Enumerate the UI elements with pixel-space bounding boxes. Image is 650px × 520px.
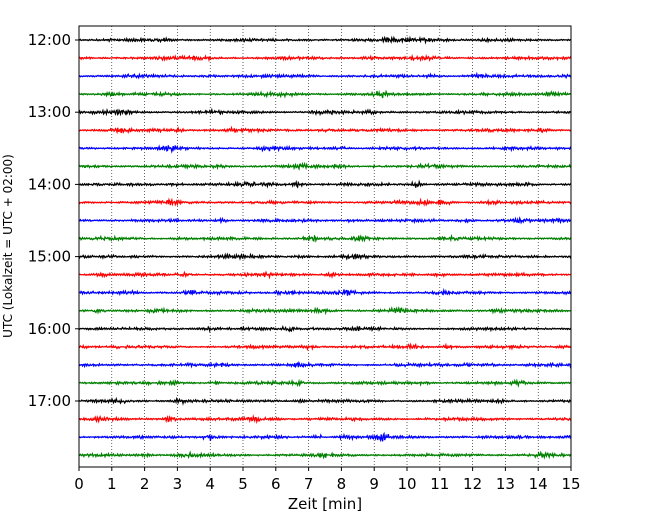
x-tick-label: 3 bbox=[173, 475, 183, 493]
trace-1200 bbox=[78, 35, 571, 45]
trace-1730 bbox=[78, 431, 572, 443]
x-axis-label: Zeit [min] bbox=[288, 495, 362, 513]
trace-1400 bbox=[78, 179, 572, 189]
trace-1230 bbox=[79, 71, 572, 80]
x-tick-label: 1 bbox=[107, 475, 117, 493]
trace-1215 bbox=[78, 53, 572, 63]
x-tick-label: 9 bbox=[369, 475, 379, 493]
x-tick-label: 4 bbox=[205, 475, 215, 493]
trace-1615 bbox=[78, 342, 572, 352]
y-axis-ticks: 12:00 13:00 14:00 15:00 16:00 17:00 bbox=[28, 31, 79, 410]
y-tick-label: 13:00 bbox=[28, 103, 71, 121]
trace-1430 bbox=[78, 216, 572, 225]
trace-1445 bbox=[78, 233, 572, 243]
trace-1745 bbox=[78, 450, 572, 460]
x-tick-label: 5 bbox=[238, 475, 248, 493]
trace-1600 bbox=[78, 324, 572, 334]
trace-1700 bbox=[78, 396, 572, 406]
x-tick-label: 8 bbox=[337, 475, 347, 493]
trace-1415 bbox=[78, 197, 572, 207]
x-tick-label: 7 bbox=[304, 475, 314, 493]
x-tick-label: 15 bbox=[561, 475, 580, 493]
trace-1630 bbox=[78, 360, 572, 369]
trace-1530 bbox=[78, 287, 572, 297]
x-tick-label: 14 bbox=[529, 475, 548, 493]
y-tick-label: 16:00 bbox=[28, 320, 71, 338]
trace-1300 bbox=[78, 107, 572, 117]
x-tick-label: 6 bbox=[271, 475, 281, 493]
x-tick-label: 2 bbox=[140, 475, 150, 493]
trace-1330 bbox=[78, 144, 572, 154]
x-tick-label: 12 bbox=[463, 475, 482, 493]
trace-1345 bbox=[78, 161, 572, 171]
trace-1715 bbox=[79, 414, 572, 425]
y-tick-label: 14:00 bbox=[28, 175, 71, 193]
x-tick-label: 13 bbox=[496, 475, 515, 493]
trace-1500 bbox=[78, 252, 572, 261]
trace-1645 bbox=[78, 378, 572, 388]
trace-1315 bbox=[78, 125, 572, 135]
trace-1245 bbox=[79, 89, 572, 99]
x-tick-label: 10 bbox=[397, 475, 416, 493]
trace-1515 bbox=[78, 270, 572, 280]
plot-frame bbox=[78, 25, 572, 468]
x-tick-label: 11 bbox=[430, 475, 449, 493]
trace-group bbox=[78, 35, 572, 460]
trace-1545 bbox=[78, 305, 572, 316]
x-axis-ticks: 0 1 2 3 4 5 6 7 8 9 10 11 12 13 14 15 bbox=[74, 467, 581, 493]
y-tick-label: 17:00 bbox=[28, 392, 71, 410]
y-tick-label: 12:00 bbox=[28, 31, 71, 49]
x-tick-label: 0 bbox=[74, 475, 84, 493]
y-axis-label: UTC (Lokalzeit = UTC + 02:00) bbox=[1, 154, 15, 338]
y-tick-label: 15:00 bbox=[28, 248, 71, 266]
